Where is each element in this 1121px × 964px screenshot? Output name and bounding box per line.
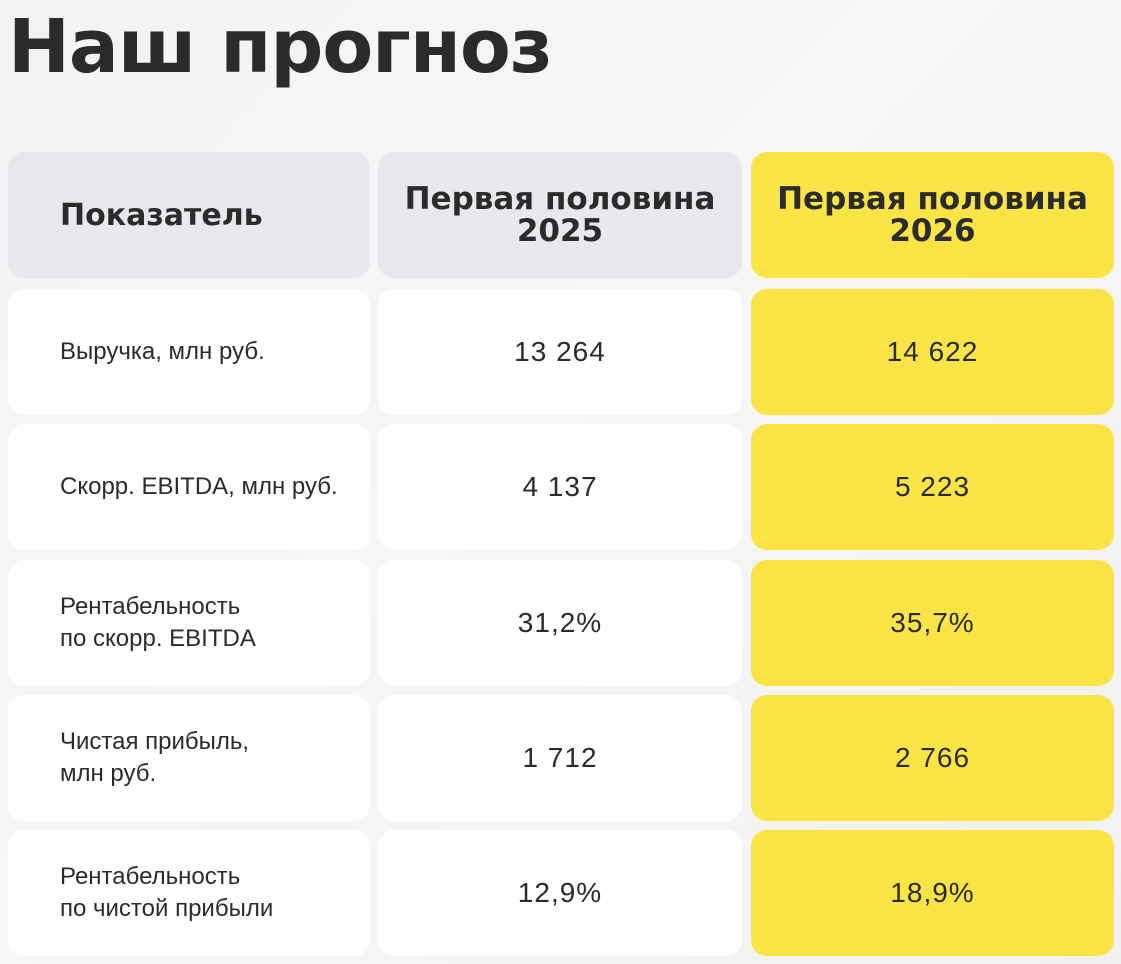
row-net-margin-label-cell: Рентабельность по чистой прибыли [8, 830, 370, 956]
row-net-profit-label-cell: Чистая прибыль, млн руб. [8, 695, 370, 821]
row-ebitda-margin-2026: 35,7% [751, 560, 1114, 686]
header-2025-line1: Первая половина [404, 181, 716, 217]
header-2026-year: 2026 [889, 213, 976, 249]
row-label-line2: млн руб. [60, 760, 157, 787]
header-2026-line1: Первая половина [777, 181, 1088, 217]
header-indicator-label: Показатель [60, 197, 263, 233]
row-label-line1: Выручка, млн руб. [60, 338, 265, 365]
header-2025-year: 2025 [516, 213, 604, 249]
row-label-line1: Чистая прибыль, [60, 728, 250, 755]
row-ebitda-margin-label-cell: Рентабельность по скорр. EBITDA [8, 560, 370, 686]
row-net-profit-2026: 2 766 [751, 695, 1114, 821]
row-net-profit-2025: 1 712 [378, 695, 742, 821]
row-label-line1: Скорр. EBITDA, млн руб. [60, 473, 338, 500]
row-ebitda-margin-2025: 31,2% [378, 560, 742, 686]
row-label-line1: Рентабельность [60, 863, 241, 890]
page-title: Наш прогноз [8, 4, 553, 90]
row-label-line2: по чистой прибыли [60, 895, 274, 922]
header-2025-cell: Первая половина 2025 [378, 152, 742, 278]
row-revenue-label-cell: Выручка, млн руб. [8, 289, 370, 415]
row-net-margin-2025: 12,9% [378, 830, 742, 956]
row-ebitda-2025: 4 137 [378, 424, 742, 550]
header-2026-cell: Первая половина 2026 [751, 152, 1114, 278]
header-indicator-cell: Показатель [8, 152, 370, 278]
row-revenue-2025: 13 264 [378, 289, 742, 415]
row-ebitda-2026: 5 223 [751, 424, 1114, 550]
row-revenue-2026: 14 622 [751, 289, 1114, 415]
row-ebitda-label-cell: Скорр. EBITDA, млн руб. [8, 424, 370, 550]
row-label-line1: Рентабельность [60, 593, 241, 620]
row-label-line2: по скорр. EBITDA [60, 625, 256, 652]
row-net-margin-2026: 18,9% [751, 830, 1114, 956]
